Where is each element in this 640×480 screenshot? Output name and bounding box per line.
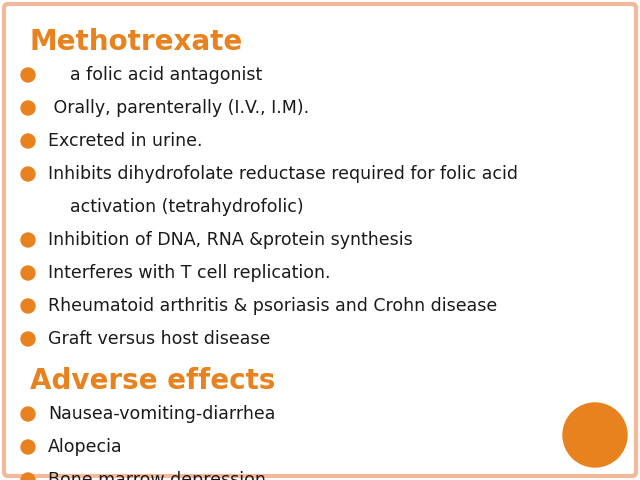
Text: Alopecia: Alopecia <box>48 438 123 456</box>
Text: Rheumatoid arthritis & psoriasis and Crohn disease: Rheumatoid arthritis & psoriasis and Cro… <box>48 297 497 315</box>
Text: activation (tetrahydrofolic): activation (tetrahydrofolic) <box>48 198 303 216</box>
Text: Excreted in urine.: Excreted in urine. <box>48 132 202 150</box>
Text: a folic acid antagonist: a folic acid antagonist <box>48 66 262 84</box>
Text: Graft versus host disease: Graft versus host disease <box>48 330 270 348</box>
Text: Inhibition of DNA, RNA &protein synthesis: Inhibition of DNA, RNA &protein synthesi… <box>48 231 413 249</box>
Circle shape <box>21 233 35 247</box>
Circle shape <box>21 266 35 280</box>
Circle shape <box>21 473 35 480</box>
Circle shape <box>21 407 35 421</box>
Circle shape <box>21 167 35 181</box>
Text: Interferes with T cell replication.: Interferes with T cell replication. <box>48 264 330 282</box>
Circle shape <box>21 134 35 148</box>
Circle shape <box>21 68 35 82</box>
Circle shape <box>21 101 35 115</box>
Text: Orally, parenterally (I.V., I.M).: Orally, parenterally (I.V., I.M). <box>48 99 309 117</box>
Text: Nausea-vomiting-diarrhea: Nausea-vomiting-diarrhea <box>48 405 275 423</box>
FancyBboxPatch shape <box>4 4 636 476</box>
Text: Bone marrow depression: Bone marrow depression <box>48 471 266 480</box>
Circle shape <box>21 299 35 313</box>
Text: Inhibits dihydrofolate reductase required for folic acid: Inhibits dihydrofolate reductase require… <box>48 165 518 183</box>
Circle shape <box>563 403 627 467</box>
Circle shape <box>21 332 35 346</box>
Text: Adverse effects: Adverse effects <box>30 367 275 395</box>
Circle shape <box>21 440 35 454</box>
Text: Methotrexate: Methotrexate <box>30 28 243 56</box>
